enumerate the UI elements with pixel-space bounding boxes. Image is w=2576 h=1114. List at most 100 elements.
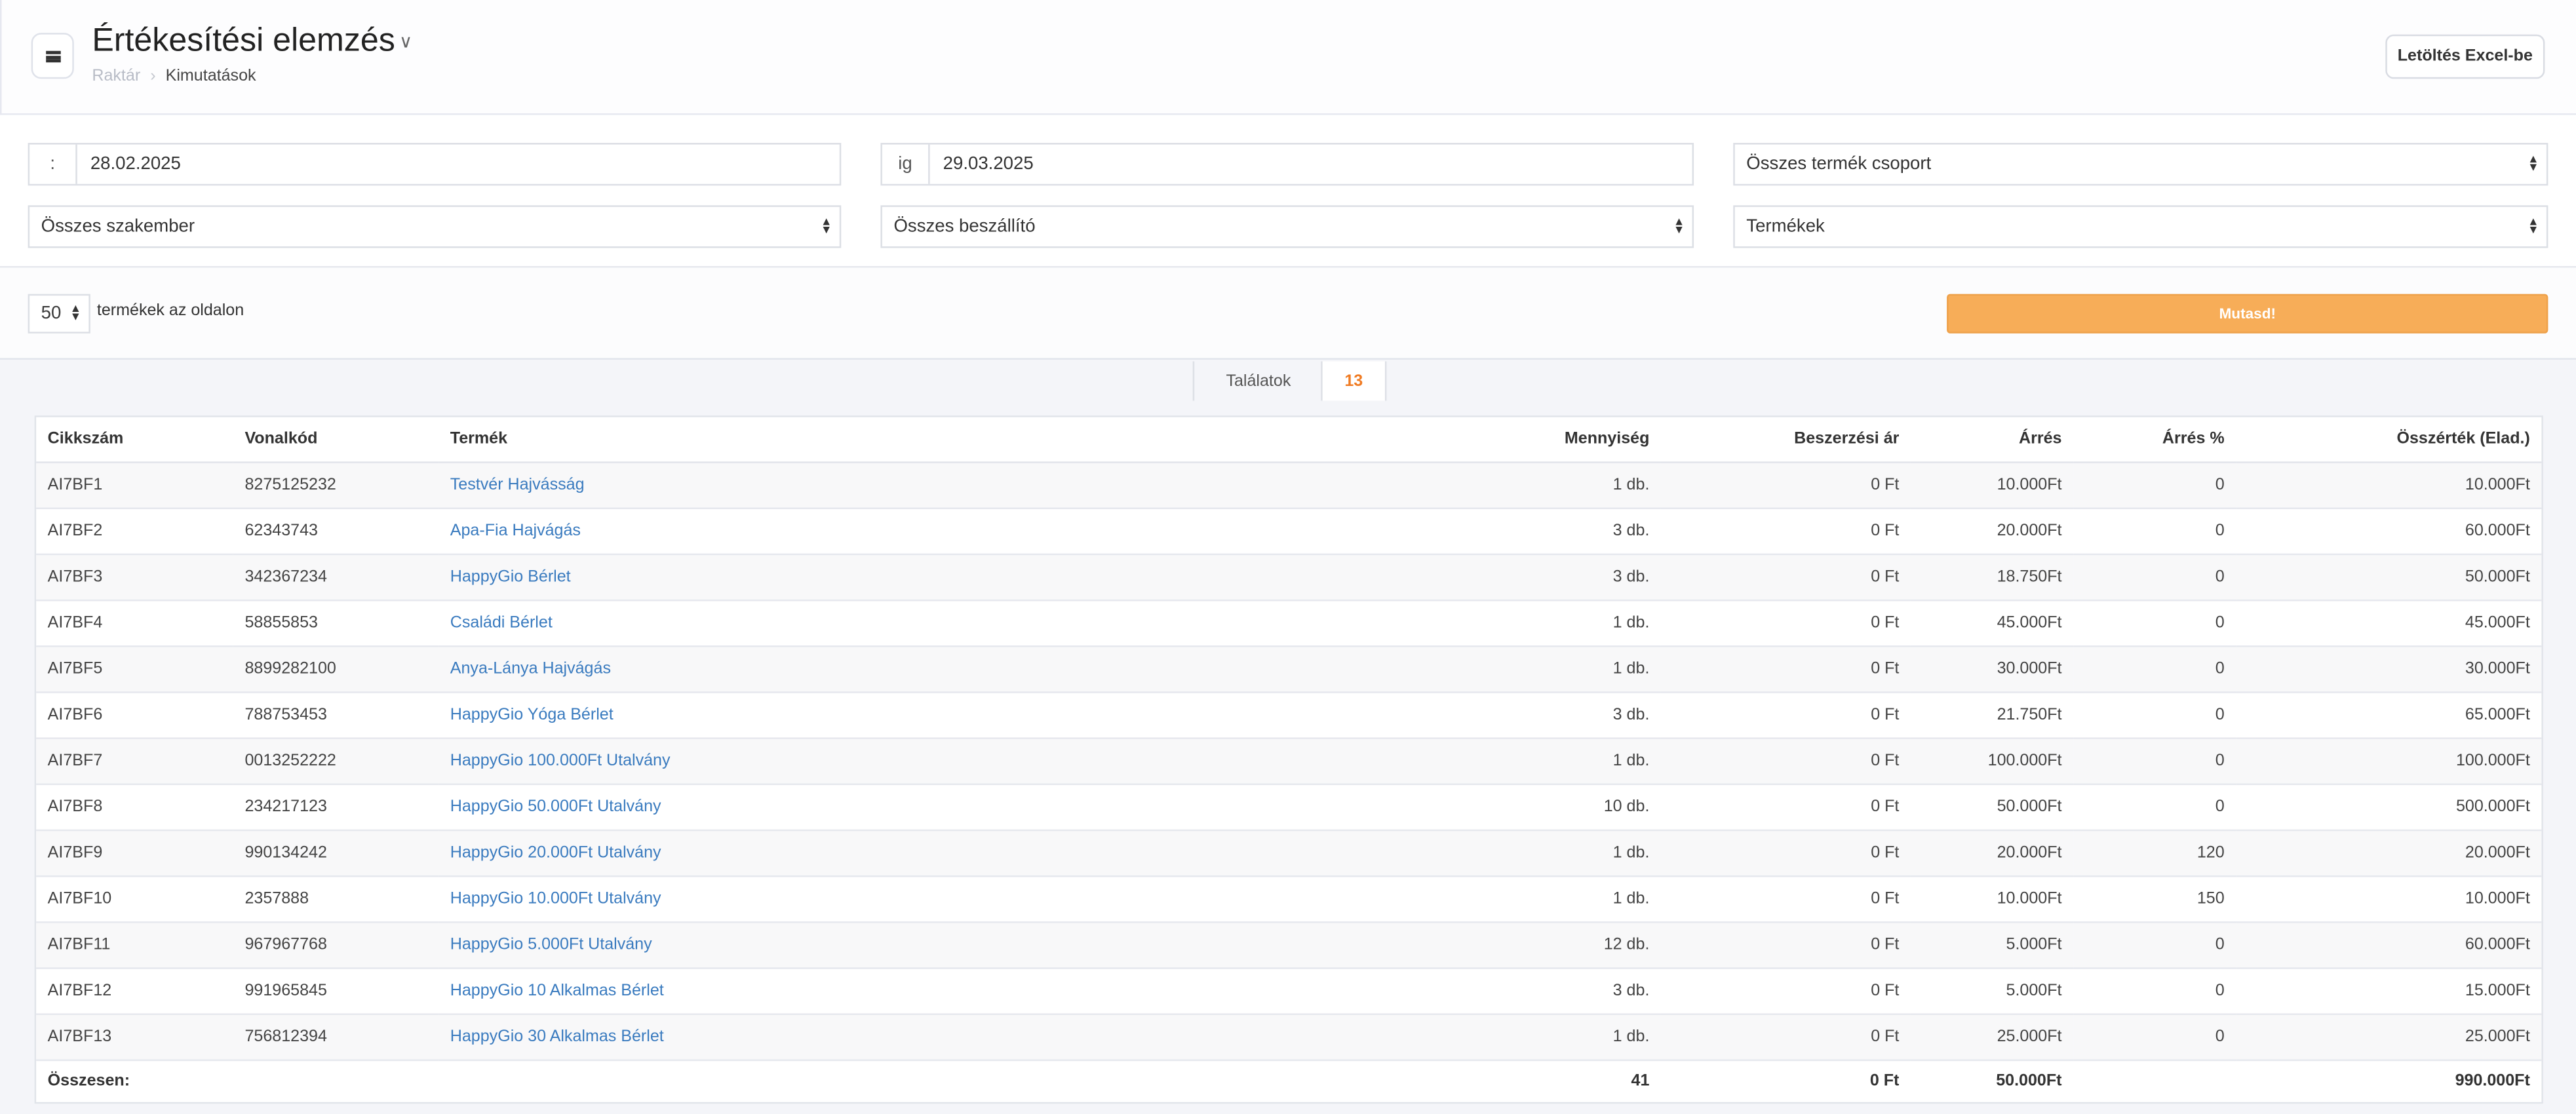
date-to-field[interactable]: ig 29.03.2025 (880, 143, 1694, 186)
cell-vonalkod: 8899282100 (233, 646, 439, 693)
col-beszerzesi-ar[interactable]: Beszerzési ár (1660, 417, 1911, 463)
cell-cikkszam: AI7BF4 (36, 600, 233, 647)
cell-mennyiseg: 1 db. (1416, 830, 1661, 877)
product-link[interactable]: HappyGio 5.000Ft Utalvány (439, 922, 1416, 969)
col-osszertek[interactable]: Összérték (Elad.) (2236, 417, 2542, 463)
cell-arres: 5.000Ft (1910, 968, 2074, 1015)
cell-mennyiseg: 3 db. (1416, 692, 1661, 739)
total-row: Összesen: 41 0 Ft 50.000Ft 990.000Ft (36, 1060, 2541, 1102)
select-arrows-icon: ▲ ▼ (2527, 154, 2539, 174)
cell-arres: 18.750Ft (1910, 554, 2074, 602)
col-mennyiseg[interactable]: Mennyiség (1416, 417, 1661, 463)
cell-beszerzesi-ar: 0 Ft (1660, 508, 1911, 556)
cell-cikkszam: AI7BF6 (36, 692, 233, 739)
export-excel-button[interactable]: Letöltés Excel-be (2385, 34, 2545, 79)
cell-mennyiseg: 1 db. (1416, 738, 1661, 786)
total-quantity: 41 (1631, 1072, 1650, 1091)
product-link[interactable]: HappyGio 20.000Ft Utalvány (439, 830, 1416, 877)
product-link[interactable]: HappyGio 50.000Ft Utalvány (439, 784, 1416, 832)
cell-cikkszam: AI7BF5 (36, 646, 233, 693)
product-group-select[interactable]: Összes termék csoport ▲ ▼ (1733, 143, 2548, 186)
cell-cikkszam: AI7BF12 (36, 968, 233, 1015)
product-link[interactable]: HappyGio Bérlet (439, 554, 1416, 602)
product-link[interactable]: HappyGio 10.000Ft Utalvány (439, 876, 1416, 923)
cell-vonalkod: 234217123 (233, 784, 439, 832)
product-link[interactable]: HappyGio 10 Alkalmas Bérlet (439, 968, 1416, 1015)
cell-cikkszam: AI7BF9 (36, 830, 233, 877)
table-row: AI7BF11 967967768 HappyGio 5.000Ft Utalván… (36, 922, 2542, 969)
col-vonalkod[interactable]: Vonalkód (233, 417, 439, 463)
cell-arres: 50.000Ft (1910, 784, 2074, 832)
cell-arres: 10.000Ft (1910, 876, 2074, 923)
per-page-value: 50 (41, 303, 62, 324)
select-arrows-icon: ▲ ▼ (2527, 216, 2539, 237)
col-arres-pct[interactable]: Árrés % (2073, 417, 2236, 463)
cell-beszerzesi-ar: 0 Ft (1660, 830, 1911, 877)
cell-osszertek: 20.000Ft (2236, 830, 2542, 877)
show-button[interactable]: Mutasd! (1947, 294, 2548, 334)
per-page-label: termékek az oldalon (96, 302, 244, 320)
per-page-select[interactable]: 50 ▲ ▼ (28, 294, 90, 334)
table-row: AI7BF13 756812394 HappyGio 30 Alkalmas Bér… (36, 1014, 2542, 1062)
cell-beszerzesi-ar: 0 Ft (1660, 1014, 1911, 1062)
product-link[interactable]: Anya-Lánya Hajvágás (439, 646, 1416, 693)
date-from-input[interactable]: 28.02.2025 (90, 154, 181, 174)
table-row: AI7BF8 234217123 HappyGio 50.000Ft Utalván… (36, 784, 2542, 832)
product-link[interactable]: Apa-Fia Hajvágás (439, 508, 1416, 556)
cell-beszerzesi-ar: 0 Ft (1660, 922, 1911, 969)
cell-mennyiseg: 3 db. (1416, 508, 1661, 556)
cell-arres-pct: 0 (2073, 554, 2236, 602)
menu-button[interactable] (31, 33, 74, 79)
cell-arres-pct: 0 (2073, 1014, 2236, 1062)
specialist-select[interactable]: Összes szakember ▲ ▼ (28, 205, 842, 248)
cell-arres: 10.000Ft (1910, 462, 2074, 509)
col-termek[interactable]: Termék (439, 417, 1416, 463)
chevron-down-icon[interactable]: ∨ (399, 33, 413, 53)
total-value: 990.000Ft (2455, 1072, 2530, 1091)
results-tab[interactable]: Találatok (1192, 361, 1323, 401)
product-link[interactable]: HappyGio 30 Alkalmas Bérlet (439, 1014, 1416, 1062)
cell-mennyiseg: 1 db. (1416, 462, 1661, 509)
specialist-value: Összes szakember (41, 216, 195, 237)
cell-arres: 45.000Ft (1910, 600, 2074, 647)
product-link[interactable]: HappyGio Yóga Bérlet (439, 692, 1416, 739)
cell-vonalkod: 0013252222 (233, 738, 439, 786)
cell-vonalkod: 967967768 (233, 922, 439, 969)
cell-osszertek: 30.000Ft (2236, 646, 2542, 693)
cell-vonalkod: 991965845 (233, 968, 439, 1015)
cell-vonalkod: 990134242 (233, 830, 439, 877)
product-link[interactable]: HappyGio 100.000Ft Utalvány (439, 738, 1416, 786)
product-link[interactable]: Testvér Hajvásság (439, 462, 1416, 509)
cell-mennyiseg: 1 db. (1416, 876, 1661, 923)
date-from-field[interactable]: : 28.02.2025 (28, 143, 842, 186)
supplier-select[interactable]: Összes beszállító ▲ ▼ (880, 205, 1694, 248)
col-arres[interactable]: Árrés (1910, 417, 2074, 463)
chevron-right-icon: › (150, 67, 156, 86)
table-row: AI7BF10 2357888 HappyGio 10.000Ft Utalvány… (36, 876, 2542, 923)
breadcrumb-raktar[interactable]: Raktár (92, 67, 141, 86)
product-link[interactable]: Családi Bérlet (439, 600, 1416, 647)
cell-osszertek: 65.000Ft (2236, 692, 2542, 739)
cell-cikkszam: AI7BF1 (36, 462, 233, 509)
supplier-value: Összes beszállító (893, 216, 1036, 237)
cell-cikkszam: AI7BF10 (36, 876, 233, 923)
total-purchase: 0 Ft (1869, 1072, 1900, 1091)
cell-vonalkod: 756812394 (233, 1014, 439, 1062)
cell-cikkszam: AI7BF8 (36, 784, 233, 832)
cell-mennyiseg: 1 db. (1416, 1014, 1661, 1062)
products-select[interactable]: Termékek ▲ ▼ (1733, 205, 2548, 248)
col-cikkszam[interactable]: Cikkszám (36, 417, 233, 463)
cell-osszertek: 60.000Ft (2236, 922, 2542, 969)
products-value: Termékek (1746, 216, 1825, 237)
cell-vonalkod: 788753453 (233, 692, 439, 739)
date-to-input[interactable]: 29.03.2025 (943, 154, 1034, 174)
cell-beszerzesi-ar: 0 Ft (1660, 600, 1911, 647)
sales-table: Cikkszám Vonalkód Termék Mennyiség Besze… (34, 415, 2543, 1104)
cell-arres-pct: 0 (2073, 738, 2236, 786)
cell-osszertek: 15.000Ft (2236, 968, 2542, 1015)
cell-arres-pct: 0 (2073, 508, 2236, 556)
cell-arres-pct: 0 (2073, 922, 2236, 969)
cell-osszertek: 500.000Ft (2236, 784, 2542, 832)
select-arrows-icon: ▲ ▼ (1673, 216, 1685, 237)
cell-arres-pct: 0 (2073, 600, 2236, 647)
